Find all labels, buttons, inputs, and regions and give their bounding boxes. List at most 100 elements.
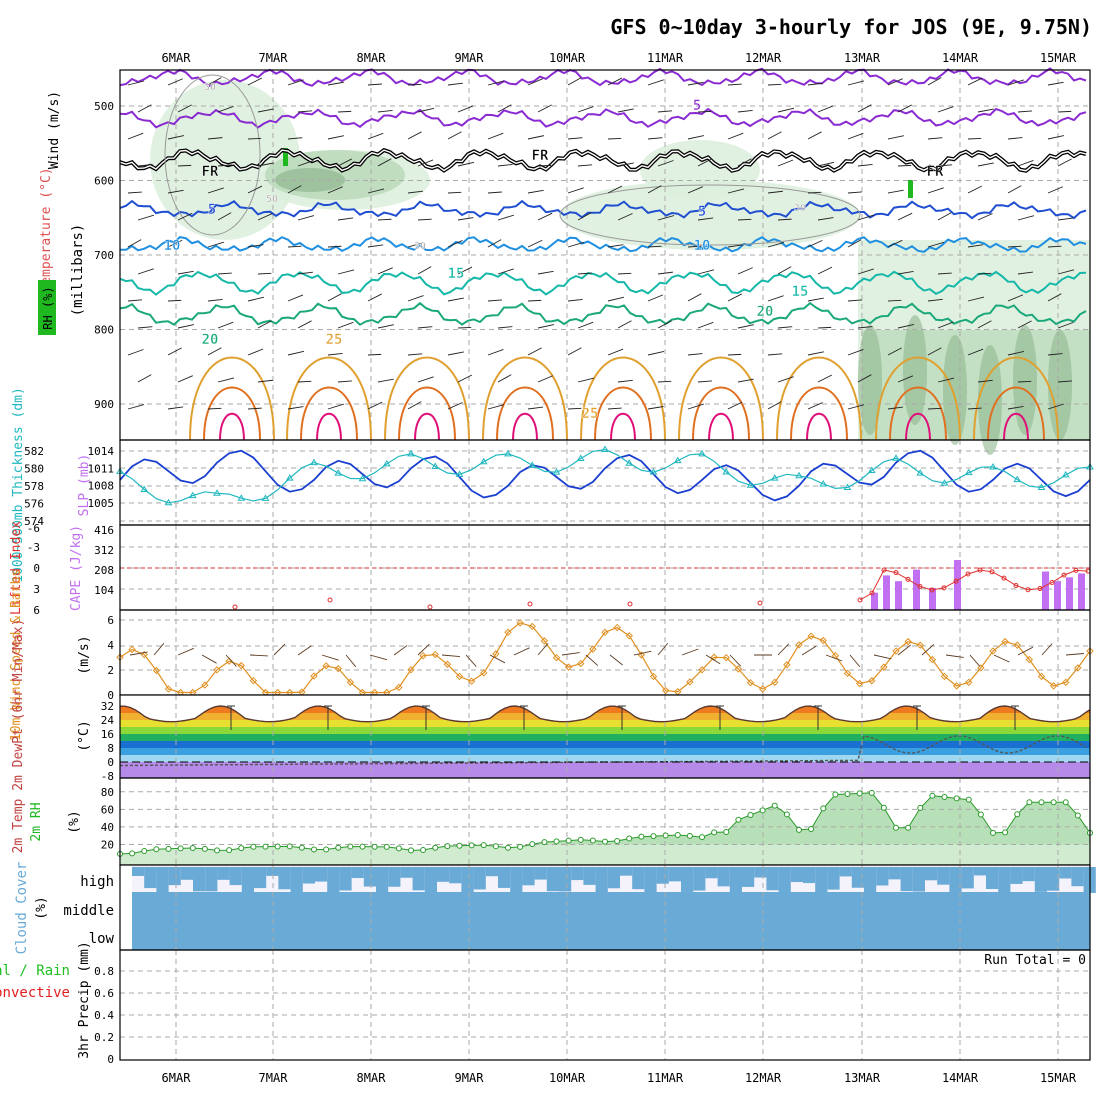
cloud-high-bar [803,867,815,883]
cloud-high-bar [559,867,571,891]
wind-barb [698,322,713,328]
wind-barb [368,133,383,139]
wind-barb [978,163,994,166]
rh2m-point [700,835,705,840]
wind-panel-frame [120,610,1090,695]
rh2m-point [384,844,389,849]
contour-label: 25 [326,332,343,348]
wind-barb-10m [682,649,698,655]
cloud-high-bar [132,867,144,876]
wind-barb-10m [970,655,980,667]
cloud-high-bar [181,867,193,880]
temperature-contour [120,69,1086,86]
wind-barb [728,133,743,139]
temp-tick: 16 [101,728,114,741]
rh2m-point [348,844,353,849]
contour-label: 10 [164,238,181,254]
rh2m-point [736,817,741,822]
date-label-bottom: 10MAR [549,1071,586,1085]
wind-barb [328,136,344,139]
rh2m-point [797,827,802,832]
lifted-index-point [628,602,632,606]
wind-barb [368,294,382,301]
rh2m-point [1003,830,1008,835]
rh2m-point [154,847,159,852]
rh2m-point [190,845,195,850]
cloud-high-bar [901,867,913,891]
rh2m-point [542,840,547,845]
thickness-tick: 576 [24,498,44,511]
rh2m-point [275,844,280,849]
cloud-high-bar [437,867,449,882]
cloud-high-bar [669,867,681,881]
wind-barb [218,378,234,382]
cloud-high-bar [742,867,754,887]
wind-barb-10m [610,655,623,665]
wind-barb [778,160,793,166]
wind-barb-10m [730,655,741,666]
rh2m-point [166,846,171,851]
wind-barb [178,271,194,274]
li-tick: -3 [27,541,40,554]
lifted-index-point [328,598,332,602]
cape-bar [1042,572,1049,610]
rh2m-point [663,833,668,838]
temp-tick: 8 [107,742,114,755]
precip-tick: 0.2 [94,1031,114,1044]
cloud-high-bar [766,867,778,890]
cloud-high-bar [986,867,998,889]
rh2m-point [881,805,886,810]
wind-barb [888,300,901,301]
rh2m-point [578,837,583,842]
li-tick: 0 [33,562,40,575]
rh-shading [978,345,1002,455]
rh2m-point [566,838,571,843]
cloud-high-bar [230,867,242,885]
lifted-index-point [233,605,237,609]
temperature-contour-35 [611,414,635,440]
cloud-high-bar [681,867,693,892]
rh2m-point [1063,800,1068,805]
rh2m-point [312,847,317,852]
wind-barb [538,213,552,220]
wind-barb [648,406,663,409]
cloud-high-bar [425,867,437,892]
cloud-high-bar [254,867,266,888]
wind-barb-10m [586,655,598,666]
wind-barb [128,350,143,355]
cloud-high-bar [169,867,181,885]
date-label-top: 12MAR [745,51,782,65]
cloud-high-bar [644,867,656,893]
wind-barb-10m [634,651,651,655]
cloud-high-bar [815,867,827,892]
wind-barb [728,294,742,301]
wind-barb [138,375,151,382]
wind-barb [1008,138,1022,139]
wind-barb [248,408,262,409]
rh2m-point [372,844,377,849]
cloud-high-bar [925,867,937,880]
wind-barb [418,267,431,274]
lifted-index-line [860,570,1088,600]
wind-barb [258,380,273,382]
wind-barb-10m [154,643,164,655]
contour-label: 15 [792,284,809,300]
temperature-contour-25 [679,358,763,441]
temp-tick: 32 [101,700,114,713]
cloud-high-bar [388,867,400,887]
contour-label: 30 [204,82,216,93]
cloud-high-bar [1010,867,1022,884]
wind-barb [1058,218,1073,220]
cloud-high-bar [498,867,510,888]
date-label-bottom: 15MAR [1040,1071,1077,1085]
cloud-high-bar [864,867,876,893]
axis-title-cloud-unit: (%) [34,896,49,919]
wind-barb [648,138,662,139]
wind-barb [778,267,791,274]
wind-barb [808,240,822,247]
contour-label: 50 [266,194,278,205]
